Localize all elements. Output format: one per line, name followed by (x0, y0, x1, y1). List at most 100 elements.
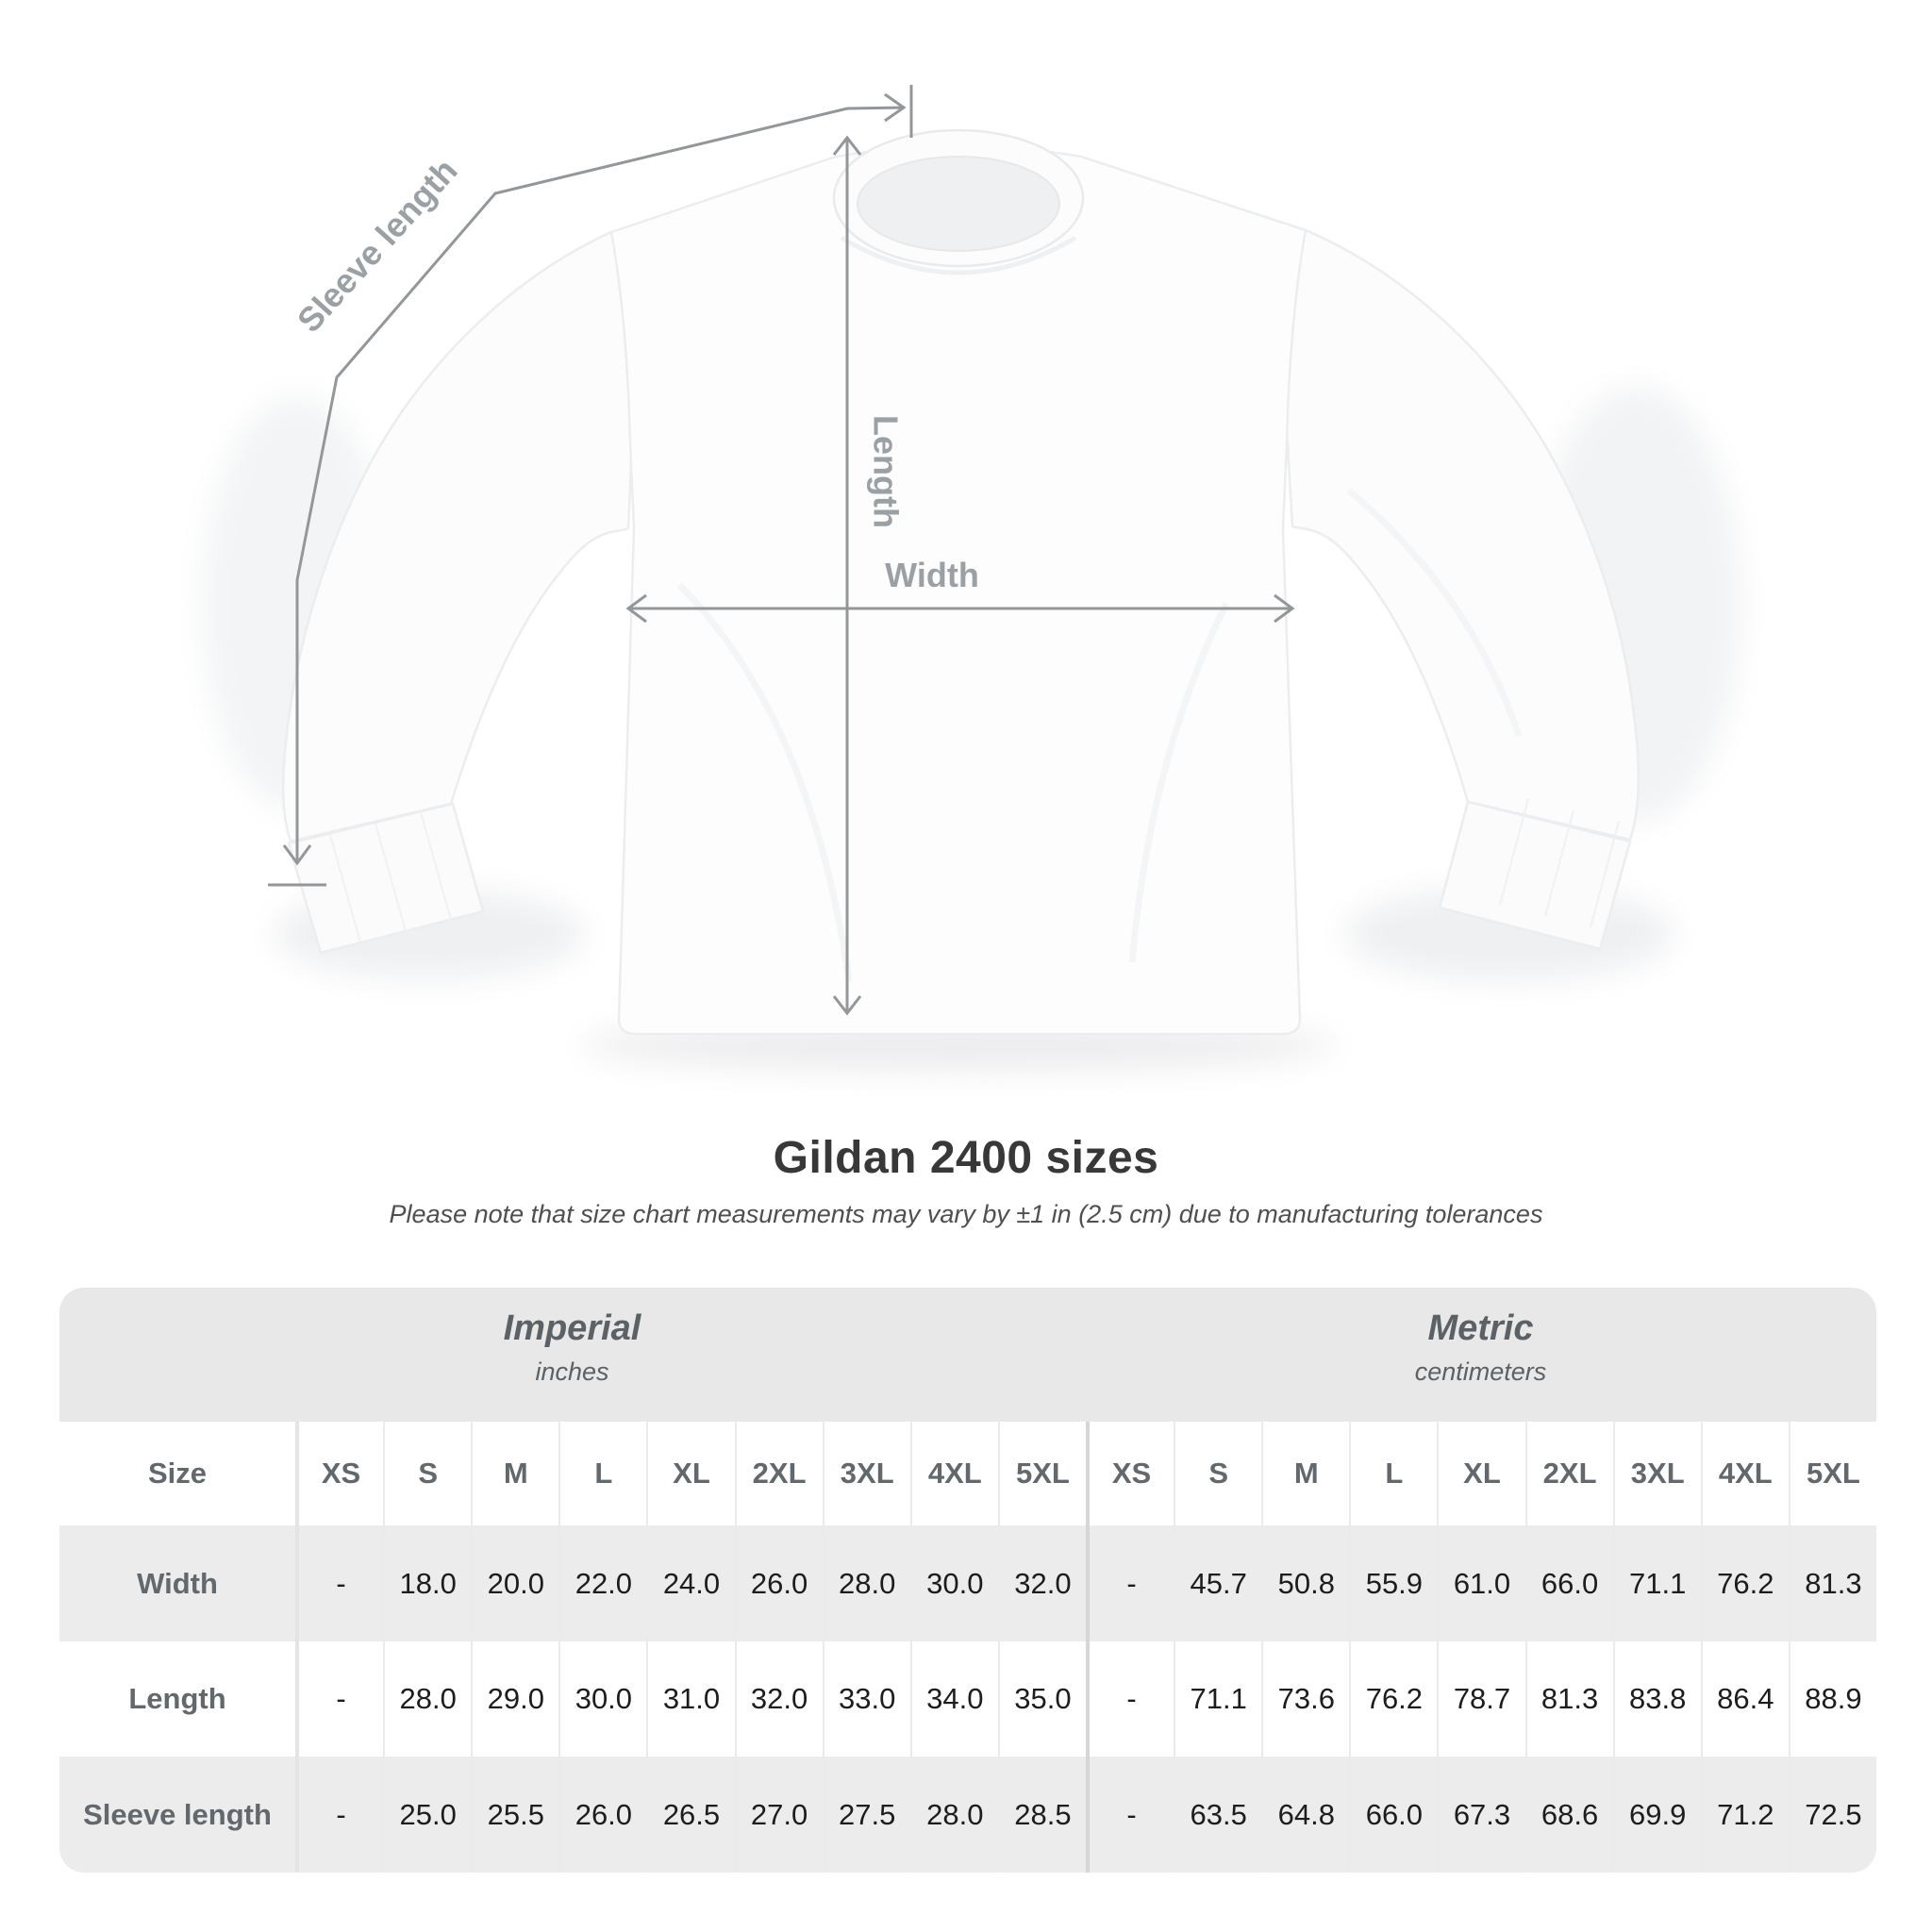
table-cell: 66.0 (1524, 1525, 1613, 1641)
size-col-header: M (471, 1422, 558, 1525)
size-col-header: L (1349, 1422, 1437, 1525)
table-cell: 66.0 (1349, 1757, 1437, 1873)
table-cell: 71.1 (1174, 1641, 1261, 1757)
row-label: Width (137, 1566, 218, 1600)
table-cell: 25.0 (383, 1757, 471, 1873)
size-col-header: 2XL (734, 1422, 823, 1525)
size-col-header: 2XL (1524, 1422, 1613, 1525)
table-cell: 27.0 (734, 1757, 823, 1873)
tolerance-note: Please note that size chart measurements… (389, 1200, 1543, 1228)
table-cell: 28.0 (822, 1525, 910, 1641)
length-label: Length (866, 415, 905, 528)
size-label: Size (147, 1457, 208, 1490)
table-cell: 22.0 (558, 1525, 646, 1641)
size-col-header: L (558, 1422, 646, 1525)
size-col-header: 3XL (822, 1422, 910, 1525)
size-col-header: XS (295, 1422, 383, 1525)
table-cell: 50.8 (1261, 1525, 1349, 1641)
table-cell: - (1086, 1641, 1174, 1757)
table-cell: 35.0 (997, 1641, 1086, 1757)
table-cell: 81.3 (1524, 1641, 1613, 1757)
size-chart-table: Imperial inches Metric centimeters Size … (59, 1288, 1876, 1873)
size-col-header: 4XL (1700, 1422, 1789, 1525)
table-cell: 28.5 (997, 1757, 1086, 1873)
table-cell: 67.3 (1437, 1757, 1524, 1873)
size-col-header: XL (646, 1422, 734, 1525)
table-cell: 55.9 (1349, 1525, 1437, 1641)
table-cell: 31.0 (646, 1641, 734, 1757)
table-cell: 73.6 (1261, 1641, 1349, 1757)
page-title: Gildan 2400 sizes (773, 1133, 1159, 1183)
size-col-header: 5XL (1788, 1422, 1876, 1525)
size-col-header: S (1174, 1422, 1261, 1525)
shirt-folds (676, 488, 1523, 982)
metric-unit: centimeters (1414, 1357, 1547, 1386)
size-col-header: XS (1086, 1422, 1174, 1525)
table-cell: - (1086, 1525, 1174, 1641)
size-header-row: Size XS S M L XL 2XL 3XL 4XL 5XL XS S M … (59, 1422, 1876, 1525)
table-cell: 26.5 (646, 1757, 734, 1873)
size-col-header: 3XL (1612, 1422, 1701, 1525)
metric-header: Metric (1427, 1308, 1534, 1348)
size-col-header: 5XL (997, 1422, 1086, 1525)
row-label: Length (128, 1682, 226, 1715)
table-cell: 26.0 (558, 1757, 646, 1873)
shirt-right-cuff (1438, 800, 1632, 951)
table-cell: - (295, 1757, 383, 1873)
table-cell: 61.0 (1437, 1525, 1524, 1641)
table-cell: 30.0 (909, 1525, 998, 1641)
size-col-header: XL (1437, 1422, 1524, 1525)
table-cell: 24.0 (646, 1525, 734, 1641)
table-cell: 78.7 (1437, 1641, 1524, 1757)
table-cell: 64.8 (1261, 1757, 1349, 1873)
table-cell: 32.0 (997, 1525, 1086, 1641)
table-cell: 27.5 (822, 1757, 910, 1873)
shirt-size-diagram: Sleeve length Length Width (203, 85, 1740, 1072)
imperial-header: Imperial (503, 1308, 641, 1348)
table-cell: 86.4 (1700, 1641, 1789, 1757)
width-label: Width (885, 556, 979, 594)
table-cell: 25.5 (471, 1757, 558, 1873)
table-row-length: Length - 28.0 29.0 30.0 31.0 32.0 33.0 3… (59, 1641, 1876, 1757)
width-annotation: Width (625, 556, 1295, 624)
size-col-header: 4XL (909, 1422, 998, 1525)
size-col-header: S (383, 1422, 471, 1525)
table-cell: 32.0 (734, 1641, 823, 1757)
row-label: Sleeve length (83, 1797, 272, 1831)
table-cell: 71.2 (1700, 1757, 1789, 1873)
shirt-collar (832, 128, 1085, 275)
table-cell: 28.0 (383, 1641, 471, 1757)
size-col-header: M (1261, 1422, 1349, 1525)
table-cell: 28.0 (909, 1757, 998, 1873)
table-cell: 68.6 (1524, 1757, 1613, 1873)
metric-header-group: Metric centimeters (1085, 1288, 1876, 1422)
shirt-diagram-svg: Sleeve length Length Width (203, 85, 1740, 1072)
sleeve-length-label: Sleeve length (290, 151, 465, 340)
table-cell: 71.1 (1612, 1525, 1701, 1641)
imperial-header-group: Imperial inches (59, 1288, 1085, 1422)
length-annotation: Length (832, 135, 905, 1016)
table-cell: 76.2 (1349, 1641, 1437, 1757)
table-cell: 69.9 (1612, 1757, 1701, 1873)
imperial-unit: inches (535, 1357, 609, 1386)
table-cell: 63.5 (1174, 1757, 1261, 1873)
left-cuff-ribs (329, 811, 452, 943)
table-cell: 72.5 (1788, 1757, 1876, 1873)
table-cell: 83.8 (1612, 1641, 1701, 1757)
shirt-left-cuff (287, 802, 485, 955)
table-cell: 18.0 (383, 1525, 471, 1641)
table-row-width: Width - 18.0 20.0 22.0 24.0 26.0 28.0 30… (59, 1525, 1876, 1641)
table-cell: 20.0 (471, 1525, 558, 1641)
table-row-sleeve-length: Sleeve length - 25.0 25.5 26.0 26.5 27.0… (59, 1757, 1876, 1873)
table-cell: 88.9 (1788, 1641, 1876, 1757)
unit-header-band: Imperial inches Metric centimeters (59, 1288, 1876, 1422)
table-cell: 33.0 (822, 1641, 910, 1757)
shirt-right-sleeve (1283, 228, 1641, 841)
shirt-left-sleeve (282, 230, 636, 843)
table-cell: 29.0 (471, 1641, 558, 1757)
table-cell: - (295, 1525, 383, 1641)
right-cuff-ribs (1499, 798, 1620, 928)
table-cell: 34.0 (909, 1641, 998, 1757)
table-cell: 45.7 (1174, 1525, 1261, 1641)
table-cell: 26.0 (734, 1525, 823, 1641)
